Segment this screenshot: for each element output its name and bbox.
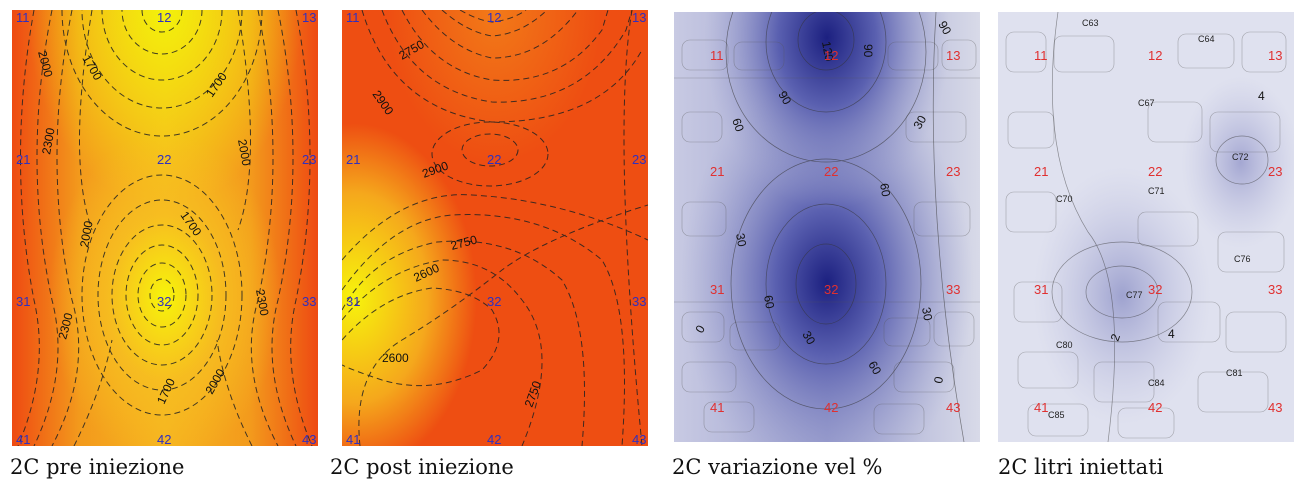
point-label: 41 [1034, 400, 1048, 415]
cell-label: C84 [1148, 378, 1165, 388]
contour-label: 30 [799, 329, 818, 348]
cell-label: C70 [1056, 194, 1073, 204]
point-label: 21 [16, 152, 30, 167]
point-label: 41 [710, 400, 724, 415]
contour-label: 0 [931, 375, 946, 384]
contour-label: 90 [935, 19, 954, 38]
point-label: 43 [1268, 400, 1282, 415]
point-label: 43 [632, 432, 646, 446]
panel-variazione-vel: 90 90 120 90 60 30 60 30 60 30 0 30 60 0… [674, 12, 980, 442]
point-label: 11 [710, 48, 724, 63]
point-label: 21 [710, 164, 724, 179]
contour-map-litri: C63 C64 C67 C72 C70 C71 C76 C77 C80 C84 … [998, 12, 1294, 442]
point-label: 42 [824, 400, 838, 415]
point-label: 13 [632, 10, 646, 25]
point-label: 23 [632, 152, 646, 167]
caption-variazione-vel: 2C variazione vel % [672, 455, 883, 479]
point-label: 23 [1268, 164, 1282, 179]
point-label: 11 [346, 10, 360, 25]
cell-label: C77 [1126, 290, 1143, 300]
point-label: 22 [157, 152, 171, 167]
point-label: 42 [1148, 400, 1162, 415]
contour-label: 90 [775, 89, 794, 108]
panel-litri-iniettati: C63 C64 C67 C72 C70 C71 C76 C77 C80 C84 … [998, 12, 1294, 442]
point-label: 41 [16, 432, 30, 446]
point-label: 33 [946, 282, 960, 297]
caption-post-iniezione: 2C post iniezione [330, 455, 514, 479]
caption-pre-iniezione: 2C pre iniezione [10, 455, 185, 479]
caption-litri-iniettati: 2C litri iniettati [998, 455, 1164, 479]
cell-label: C64 [1198, 34, 1215, 44]
point-label: 12 [1148, 48, 1162, 63]
contour-label: 60 [761, 294, 777, 310]
point-label: 22 [487, 152, 501, 167]
point-label: 43 [946, 400, 960, 415]
contour-label: 30 [733, 232, 749, 248]
point-label: 42 [157, 432, 171, 446]
point-label: 23 [946, 164, 960, 179]
cell-label: C63 [1082, 18, 1099, 28]
point-label: 43 [302, 432, 316, 446]
point-label: 33 [632, 294, 646, 309]
point-label: 41 [346, 432, 360, 446]
panel-post-iniezione: 2750 2900 2900 2750 2600 2600 2750 11 12… [342, 10, 648, 446]
contour-label: 2000 [77, 219, 95, 248]
point-label: 33 [1268, 282, 1282, 297]
contour-label: 2600 [382, 351, 409, 365]
cell-label: C80 [1056, 340, 1073, 350]
contour-label: 2000 [235, 138, 253, 167]
cell-label: C85 [1048, 410, 1065, 420]
point-label: 31 [346, 294, 360, 309]
point-label: 21 [346, 152, 360, 167]
point-label: 21 [1034, 164, 1048, 179]
cell-label: C81 [1226, 368, 1243, 378]
contour-label: 2 [1108, 332, 1124, 343]
point-label: 22 [1148, 164, 1162, 179]
contour-label: 60 [877, 182, 893, 198]
point-label: 11 [1034, 48, 1048, 63]
point-label: 33 [302, 294, 316, 309]
contour-map-pre: 2000 1700 1700 2300 2000 1700 2000 2300 … [12, 10, 318, 446]
contour-label: 4 [1258, 89, 1265, 103]
point-label: 13 [1268, 48, 1282, 63]
contour-label: 4 [1168, 327, 1175, 341]
point-label: 12 [487, 10, 501, 25]
point-label: 13 [302, 10, 316, 25]
contour-label: 30 [910, 113, 929, 132]
contour-map-post: 2750 2900 2900 2750 2600 2600 2750 11 12… [342, 10, 648, 446]
point-label: 12 [824, 48, 838, 63]
point-label: 32 [487, 294, 501, 309]
contour-label: 2300 [55, 311, 76, 341]
point-label: 31 [16, 294, 30, 309]
contour-label: 60 [865, 359, 884, 378]
contour-label: 120 [819, 40, 836, 62]
contour-label: 30 [919, 306, 935, 322]
panel-pre-iniezione: 2000 1700 1700 2300 2000 1700 2000 2300 … [12, 10, 318, 446]
contour-label: 2300 [39, 126, 57, 155]
contour-map-variazione: 90 90 120 90 60 30 60 30 60 30 0 30 60 0… [674, 12, 980, 442]
point-label: 31 [710, 282, 724, 297]
cell-label: C71 [1148, 186, 1165, 196]
point-label: 32 [1148, 282, 1162, 297]
contour-label: 90 [861, 44, 875, 58]
point-label: 23 [302, 152, 316, 167]
cell-label: C67 [1138, 98, 1155, 108]
point-label: 22 [824, 164, 838, 179]
point-label: 32 [157, 294, 171, 309]
point-label: 42 [487, 432, 501, 446]
point-label: 31 [1034, 282, 1048, 297]
cell-label: C76 [1234, 254, 1251, 264]
point-label: 11 [16, 10, 30, 25]
point-label: 32 [824, 282, 838, 297]
contour-label: 2750 [449, 232, 479, 253]
contour-label: 2300 [253, 288, 271, 317]
contour-label: 60 [729, 116, 747, 134]
point-label: 12 [157, 10, 171, 25]
contour-label: 2000 [35, 49, 56, 79]
point-label: 13 [946, 48, 960, 63]
cell-label: C72 [1232, 152, 1249, 162]
